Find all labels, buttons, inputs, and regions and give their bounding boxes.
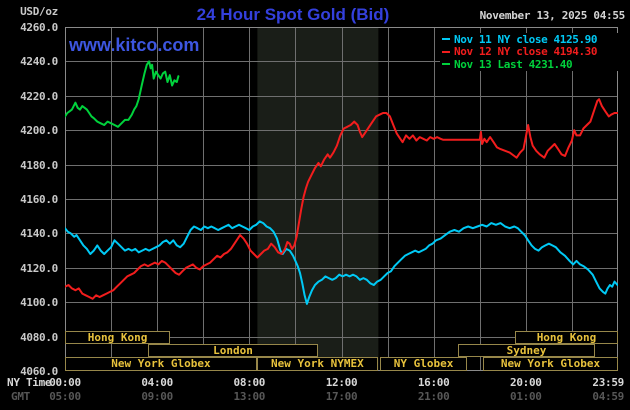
x-tick-gmt: 04:59 <box>592 390 624 403</box>
legend-dash-icon <box>442 63 450 66</box>
y-tick-label: 4160.0 <box>20 193 58 206</box>
x-axis-ny-time-label: NY Time <box>7 376 52 389</box>
market-session-new-york-globex: New York Globex <box>483 357 618 371</box>
x-tick-ny-time: 23:59 <box>592 376 624 389</box>
price-line-nov-12 <box>65 98 618 300</box>
chart-legend: Nov 11 NY close 4125.90 Nov 12 NY close 4… <box>440 33 619 71</box>
market-session-ny-globex: NY Globex <box>380 357 468 371</box>
x-tick-ny-time: 04:00 <box>141 376 173 389</box>
market-session-london: London <box>148 344 318 357</box>
x-tick-ny-time: 20:00 <box>510 376 542 389</box>
x-tick-gmt: 01:00 <box>510 390 542 403</box>
chart-title: 24 Hour Spot Gold (Bid) <box>196 5 390 24</box>
legend-label: Nov 11 NY close 4125.90 <box>454 32 598 46</box>
chart-datetime: November 13, 2025 04:55 <box>479 9 626 22</box>
y-tick-label: 4220.0 <box>20 89 58 103</box>
x-axis-gmt-label: GMT <box>11 390 30 403</box>
x-tick-ny-time: 16:00 <box>417 376 450 389</box>
x-tick-gmt: 13:00 <box>233 390 266 403</box>
plot-area: Hong Kong Hong Kong London Sydney New York G… <box>65 27 618 371</box>
y-tick-label: 4140.0 <box>20 227 58 241</box>
y-tick-label: 4180.0 <box>20 158 58 172</box>
y-tick-label: 4100.0 <box>20 296 58 310</box>
y-axis-units-label: USD/oz <box>20 5 58 18</box>
y-tick-label: 4260.0 <box>20 21 58 34</box>
market-session-hong-kong: Hong Kong <box>65 331 171 344</box>
market-session-new-york-nymex: New York NYMEX <box>256 357 378 371</box>
market-session-hong-kong: Hong Kong <box>515 331 618 344</box>
x-tick-gmt: 21:00 <box>417 390 450 403</box>
x-tick-ny-time: 12:00 <box>325 376 358 389</box>
legend-dash-icon <box>442 50 450 53</box>
y-tick-label: 4120.0 <box>20 261 58 275</box>
y-tick-label: 4060.0 <box>20 365 58 378</box>
price-line-nov-13 <box>65 60 180 128</box>
chart-canvas <box>65 27 618 371</box>
x-tick-gmt: 09:00 <box>141 390 173 403</box>
legend-label: Nov 13 Last 4231.40 <box>454 57 573 71</box>
legend-item: Nov 12 NY close 4194.30 <box>440 45 619 59</box>
price-line-nov-11 <box>65 220 618 305</box>
market-session-sydney: Sydney <box>458 344 595 357</box>
y-tick-label: 4240.0 <box>20 55 58 69</box>
y-tick-label: 4200.0 <box>20 124 58 138</box>
x-tick-ny-time: 08:00 <box>233 376 266 389</box>
y-tick-label: 4080.0 <box>20 330 58 344</box>
x-tick-gmt: 17:00 <box>325 390 358 403</box>
legend-dash-icon <box>442 38 450 41</box>
legend-label: Nov 12 NY close 4194.30 <box>454 45 598 59</box>
x-tick-ny-time: 00:00 <box>49 376 81 389</box>
kitco-watermark: www.kitco.com <box>69 35 200 55</box>
x-tick-gmt: 05:00 <box>49 390 81 403</box>
market-session-new-york-globex: New York Globex <box>65 357 257 371</box>
legend-item: Nov 11 NY close 4125.90 <box>440 33 619 46</box>
legend-item: Nov 13 Last 4231.40 <box>440 58 619 71</box>
